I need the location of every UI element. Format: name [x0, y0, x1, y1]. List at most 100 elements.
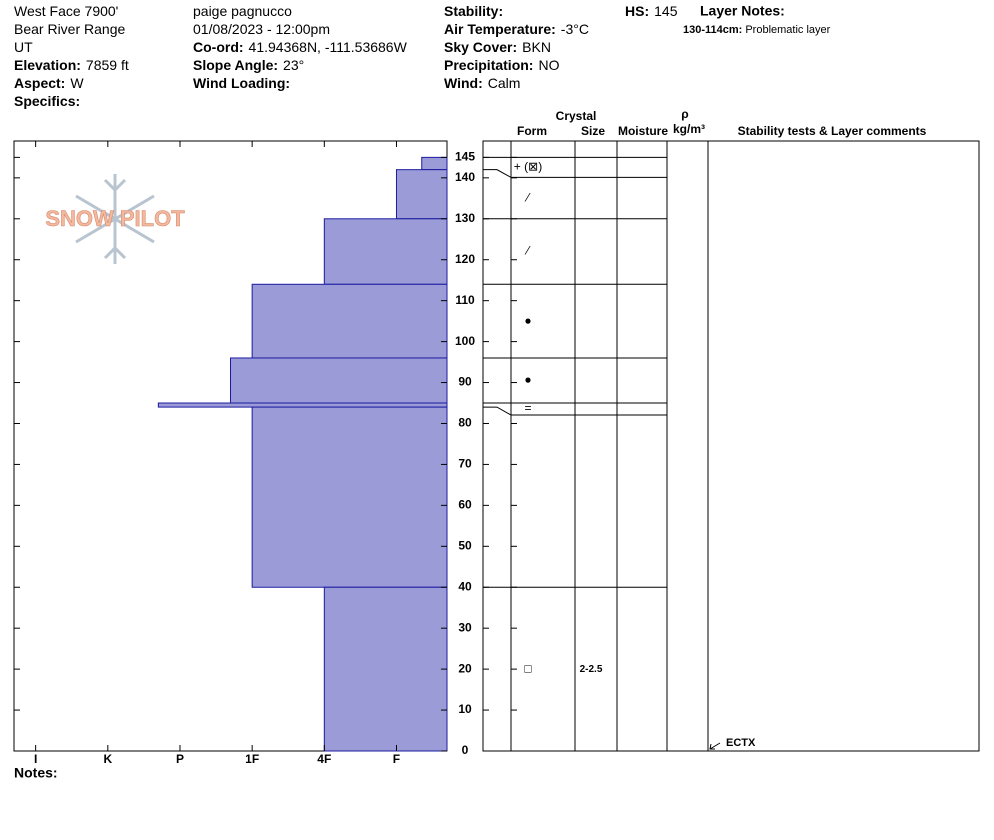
notes-label: Notes:: [14, 765, 58, 781]
layer-notes-title: Layer Notes:: [700, 3, 785, 19]
crystal-form: ●: [524, 313, 531, 327]
header-field: Bear River Range: [14, 21, 125, 37]
header-field: Aspect: W: [14, 75, 84, 91]
field-label: Air Temperature:: [444, 21, 556, 37]
field-label: Aspect:: [14, 75, 65, 91]
field-value: -3°C: [561, 21, 589, 37]
field-label: 130-114cm:: [683, 24, 742, 36]
x-tick-label: K: [103, 752, 112, 766]
y-tick-label: 60: [458, 498, 472, 512]
hardness-bar: [323, 218, 448, 285]
header-field: West Face 7900': [14, 3, 118, 19]
field-value: BKN: [522, 39, 551, 55]
test-arrow-head: [709, 743, 715, 750]
column-header: Form: [517, 124, 547, 138]
header-text: UT: [14, 39, 33, 55]
header-field: Stability:: [444, 3, 503, 19]
crystal-form: =: [524, 401, 531, 415]
hardness-bar: [421, 156, 448, 171]
header-field: UT: [14, 39, 33, 55]
y-tick-label: 130: [455, 211, 475, 225]
hardness-bar: [251, 406, 448, 588]
header-field: 130-114cm: Problematic layer: [683, 24, 831, 36]
column-header: Crystal: [556, 109, 597, 123]
header-field: Sky Cover: BKN: [444, 39, 551, 55]
field-value: Calm: [488, 75, 521, 91]
x-tick-label: 4F: [317, 752, 331, 766]
crystal-form: ⁄: [524, 190, 531, 204]
hardness-bar: [395, 169, 448, 220]
header-field: Wind: Calm: [444, 75, 520, 91]
header-text: West Face 7900': [14, 3, 118, 19]
crystal-form: ⁄: [524, 244, 531, 258]
field-label: Slope Angle:: [193, 57, 278, 73]
header-field: Elevation: 7859 ft: [14, 57, 129, 73]
stability-test: ECTX: [726, 737, 756, 749]
crystal-form: + (⊠): [514, 160, 542, 174]
hardness-bar: [251, 283, 448, 359]
table-frame: [482, 140, 980, 752]
y-tick-label: 40: [458, 579, 472, 593]
header-text: paige pagnucco: [193, 3, 292, 19]
field-label: Specifics:: [14, 93, 80, 109]
header-field: Wind Loading:: [193, 75, 290, 91]
y-tick-label: 140: [455, 170, 475, 184]
y-tick-label: 10: [458, 702, 472, 716]
y-tick-label: 110: [455, 293, 475, 307]
x-tick-label: F: [393, 752, 400, 766]
header-text: Bear River Range: [14, 21, 125, 37]
field-value: W: [70, 75, 84, 91]
field-label: Wind:: [444, 75, 483, 91]
field-value: 7859 ft: [86, 57, 129, 73]
x-tick-label: P: [176, 752, 184, 766]
y-tick-label: 70: [458, 457, 472, 471]
x-tick-label: 1F: [245, 752, 259, 766]
header-text: 01/08/2023 - 12:00pm: [193, 21, 330, 37]
field-label: Precipitation:: [444, 57, 533, 73]
y-tick-label: 80: [458, 416, 472, 430]
field-label: Sky Cover:: [444, 39, 517, 55]
crystal-size: 2-2.5: [580, 664, 603, 675]
field-value: 145: [654, 3, 678, 19]
header-field: Air Temperature: -3°C: [444, 21, 589, 37]
field-value: 23°: [283, 57, 304, 73]
layer-boundary: [483, 406, 667, 416]
logo-text: SNOW PILOT: [45, 206, 185, 231]
header-field: Co-ord: 41.94368N, -111.53686W: [193, 39, 408, 55]
y-tick-label: 0: [462, 743, 469, 757]
header-field: Slope Angle: 23°: [193, 57, 304, 73]
column-header: ρ: [681, 107, 688, 121]
y-tick-label: 120: [455, 252, 475, 266]
hardness-bar: [323, 586, 448, 752]
header-field: Specifics:: [14, 93, 80, 109]
column-header: Size: [581, 124, 605, 138]
field-label: Elevation:: [14, 57, 81, 73]
y-tick-label: 30: [458, 620, 472, 634]
y-tick-label: 145: [455, 150, 475, 164]
field-label: Stability:: [444, 3, 503, 19]
field-value: 41.94368N, -111.53686W: [249, 39, 408, 55]
column-header: Stability tests & Layer comments: [738, 124, 927, 138]
header-field: paige pagnucco: [193, 3, 292, 19]
x-tick-label: I: [34, 752, 37, 766]
header-field: 01/08/2023 - 12:00pm: [193, 21, 330, 37]
field-label: Co-ord:: [193, 39, 244, 55]
column-header: kg/m³: [673, 122, 705, 136]
test-arrow: [709, 742, 721, 750]
crystal-form: ●: [524, 373, 531, 387]
y-tick-label: 50: [458, 538, 472, 552]
field-label: Wind Loading:: [193, 75, 290, 91]
y-tick-label: 20: [458, 661, 472, 675]
logo-snowflake: [75, 174, 155, 264]
header-field: Precipitation: NO: [444, 57, 560, 73]
hardness-bar: [230, 357, 448, 404]
layer-boundary: [483, 169, 667, 178]
crystal-form: □: [524, 661, 531, 675]
hardness-bar: [157, 402, 448, 408]
header-field: HS: 145: [625, 3, 678, 19]
y-tick-label: 100: [455, 334, 475, 348]
field-label: HS:: [625, 3, 649, 19]
column-header: Moisture: [618, 124, 668, 138]
field-value: Problematic layer: [745, 24, 830, 36]
